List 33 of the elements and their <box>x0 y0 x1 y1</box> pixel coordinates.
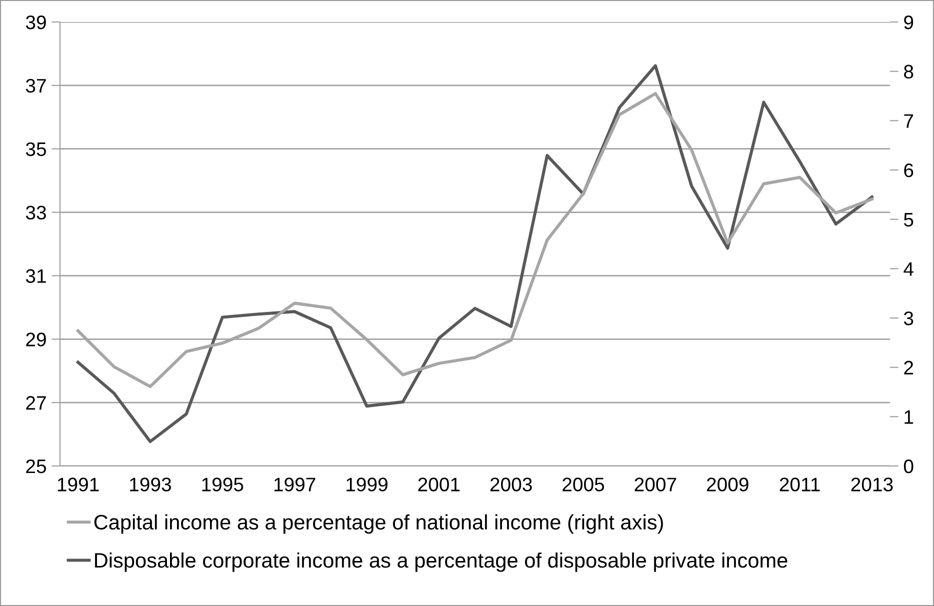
y2-tick-label: 3 <box>904 311 914 326</box>
x-tick-label: 1999 <box>346 478 388 492</box>
y2-tick-label: 6 <box>904 163 914 178</box>
x-tick-label: 1997 <box>274 478 316 492</box>
y2-tick-label: 7 <box>904 114 914 128</box>
y2-tick-label: 5 <box>904 213 914 227</box>
y2-tick-label: 1 <box>904 410 914 424</box>
x-tick-label: 2001 <box>418 478 460 492</box>
legend-label: Disposable corporate income as a percentage of disposable private income <box>95 552 788 572</box>
x-tick-label: 2009 <box>706 478 748 492</box>
line-series <box>76 64 874 444</box>
x-tick-label: 1991 <box>58 478 99 492</box>
y2-tick-label: 2 <box>904 360 914 374</box>
legend-label: Capital income as a percentage of national income (right axis) <box>94 514 663 534</box>
x-tick-label: 1995 <box>202 478 244 492</box>
y2-tick-label: 0 <box>904 459 914 474</box>
y2-tick-label: 9 <box>904 15 914 30</box>
y-tick-label: 29 <box>26 332 46 346</box>
x-tick-label: 2007 <box>634 478 676 492</box>
x-tick-label: 1993 <box>130 478 171 492</box>
y2-tick-label: 8 <box>904 64 914 79</box>
y-tick-label: 39 <box>26 15 46 30</box>
y-tick-label: 25 <box>26 459 46 474</box>
x-tick-label: 2003 <box>490 478 532 492</box>
x-tick-label: 2011 <box>780 478 820 492</box>
y-tick-label: 33 <box>26 206 46 220</box>
y-tick-label: 35 <box>26 142 46 156</box>
y-tick-label: 37 <box>26 78 46 93</box>
y-tick-label: 27 <box>26 396 46 410</box>
x-tick-label: 2013 <box>851 478 893 492</box>
x-tick-label: 2005 <box>562 478 604 492</box>
y2-tick-label: 4 <box>904 262 914 276</box>
y-tick-label: 31 <box>26 269 46 283</box>
